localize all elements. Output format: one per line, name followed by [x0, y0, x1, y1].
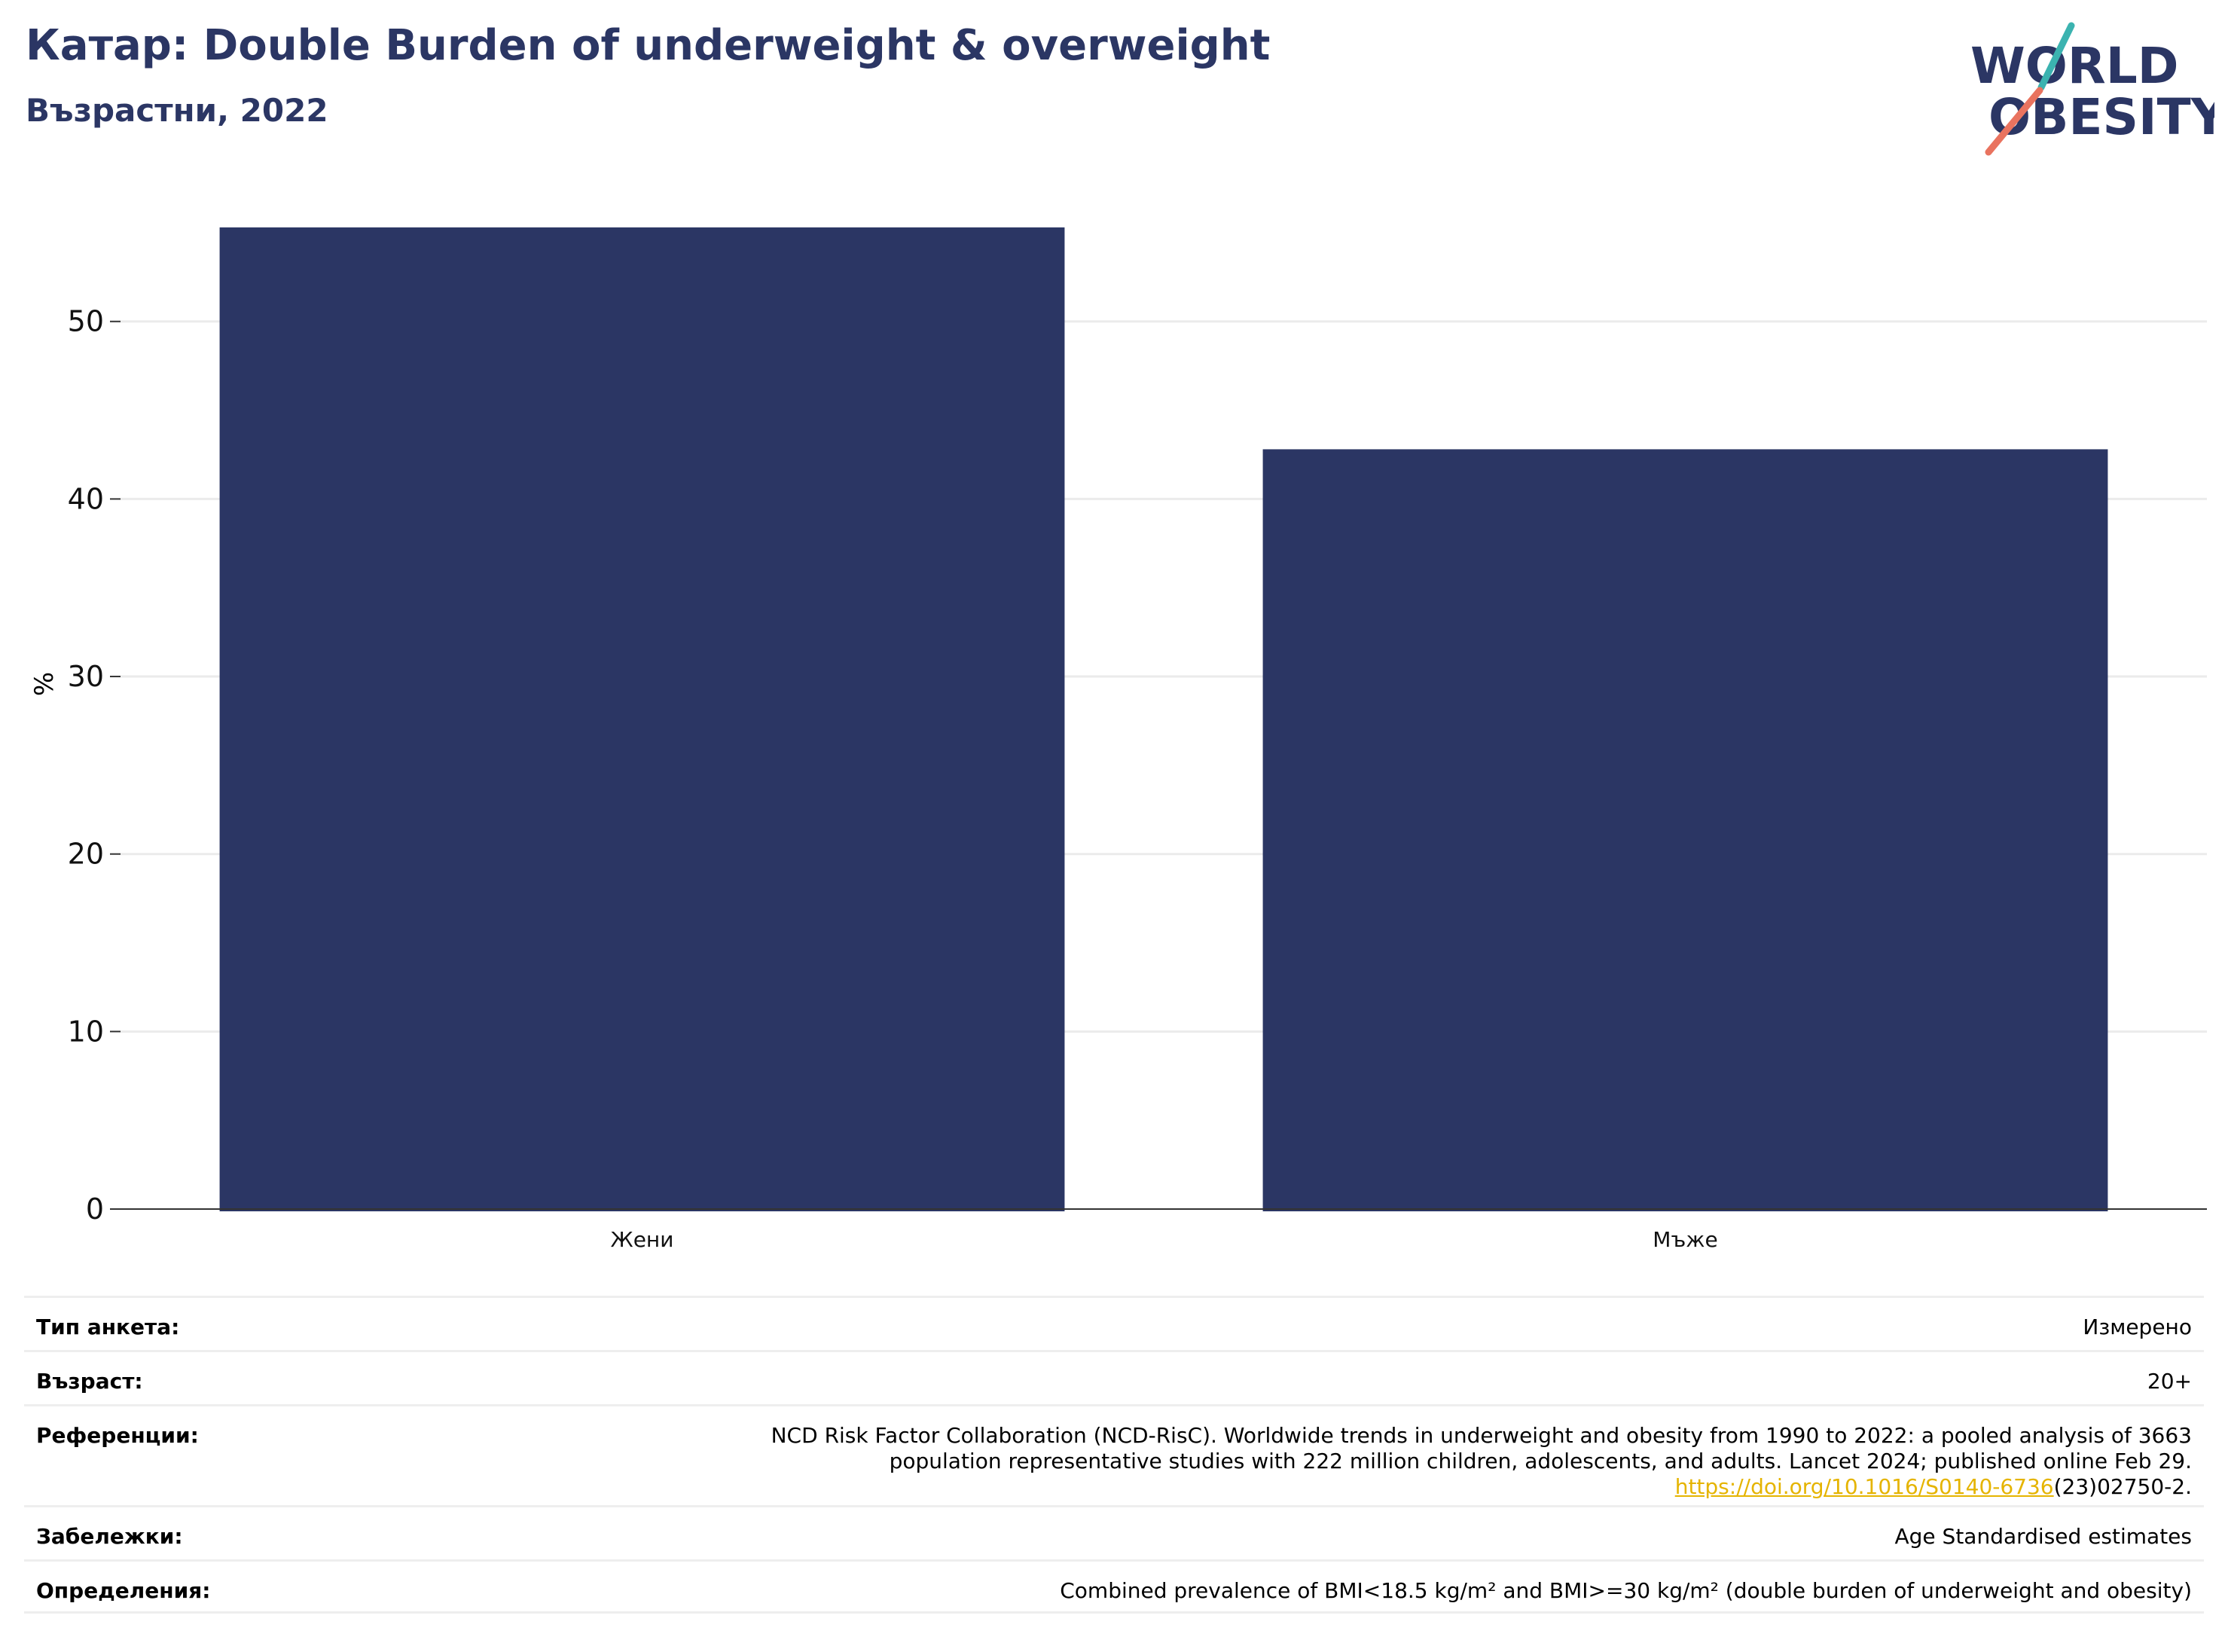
meta-label: Референции: — [36, 1423, 199, 1448]
meta-row-references: Референции: NCD Risk Factor Collaboratio… — [24, 1404, 2204, 1505]
reference-line2: population representative studies with 2… — [889, 1449, 2192, 1473]
meta-row-notes: Забележки: Age Standardised estimates — [24, 1505, 2204, 1559]
reference-doi-link[interactable]: https://doi.org/10.1016/S0140-6736 — [1674, 1474, 2054, 1499]
meta-value-references: NCD Risk Factor Collaboration (NCD-RisC)… — [771, 1423, 2192, 1500]
reference-link-suffix: (23)02750-2. — [2053, 1474, 2192, 1499]
y-tick-label: 0 — [86, 1192, 104, 1226]
logo-line2: OBESITY — [1988, 88, 2214, 146]
meta-row-definitions: Определения: Combined prevalence of BMI<… — [24, 1559, 2204, 1614]
meta-label: Възраст: — [36, 1369, 143, 1394]
meta-value: Измерено — [2083, 1315, 2192, 1339]
meta-value: Age Standardised estimates — [1894, 1524, 2192, 1549]
y-tick-label: 20 — [68, 838, 104, 871]
bar-1 — [219, 227, 1065, 1211]
y-tick-label: 30 — [68, 660, 104, 693]
world-obesity-logo: WORLD OBESITY — [1970, 22, 2214, 156]
chart-subtitle: Възрастни, 2022 — [26, 92, 328, 129]
metadata-table: Тип анкета: Измерено Възраст: 20+ Рефере… — [24, 1296, 2204, 1614]
bar-2 — [1262, 449, 2108, 1211]
logo-line1: WORLD — [1970, 37, 2179, 95]
y-axis: 0 10 20 30 40 50 — [68, 305, 121, 1226]
x-tick-label: Мъже — [1653, 1227, 1717, 1252]
logo-teal-stroke — [2037, 22, 2075, 91]
x-tick-label: Жени — [611, 1227, 674, 1252]
x-axis: Жени Мъже — [121, 1208, 2207, 1252]
meta-value: 20+ — [2147, 1369, 2192, 1394]
bar-chart: 0 10 20 30 40 50 Жени Мъже % — [29, 227, 2207, 1252]
y-tick-label: 50 — [68, 305, 104, 338]
meta-row-age: Възраст: 20+ — [24, 1350, 2204, 1404]
y-tick-label: 10 — [68, 1015, 104, 1048]
bars — [219, 227, 2108, 1211]
chart-title: Катар: Double Burden of underweight & ov… — [26, 21, 1271, 70]
y-tick-label: 40 — [68, 482, 104, 515]
meta-label: Забележки: — [36, 1524, 183, 1549]
logo-coral-stroke — [1985, 87, 2043, 156]
meta-label: Определения: — [36, 1578, 211, 1603]
reference-line1: NCD Risk Factor Collaboration (NCD-RisC)… — [771, 1423, 2192, 1448]
meta-label: Тип анкета: — [36, 1315, 180, 1339]
meta-row-survey-type: Тип анкета: Измерено — [24, 1296, 2204, 1350]
meta-value: Combined prevalence of BMI<18.5 kg/m² an… — [1060, 1578, 2192, 1603]
y-axis-label: % — [29, 672, 60, 696]
